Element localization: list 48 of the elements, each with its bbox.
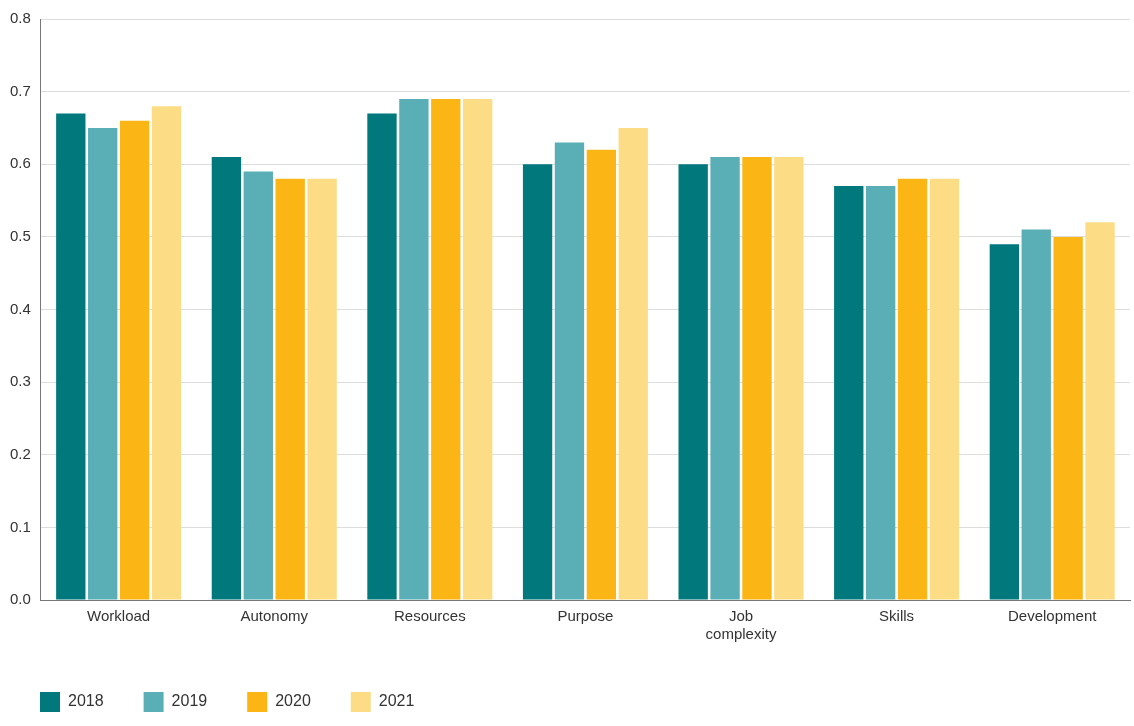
bar [1053,236,1083,600]
legend-label: 2019 [171,692,208,710]
bar [1085,222,1115,600]
y-tick-label: 0.1 [9,517,31,535]
bar [151,106,182,600]
bar [463,98,493,600]
bar [399,98,429,600]
y-tick-label: 0.0 [9,590,31,608]
bar [618,127,648,600]
y-tick-label: 0.2 [9,444,31,462]
x-tick-label: Development [1008,607,1098,625]
y-tick-label: 0.5 [9,227,31,245]
bar [119,120,150,600]
x-tick-label: Job complexity [705,607,777,643]
bar [897,178,928,600]
y-tick-label: 0.4 [9,299,31,317]
bar [243,171,273,600]
bar [1021,229,1051,600]
bar [710,156,740,600]
bar [989,244,1020,600]
bar [678,164,708,600]
bar [431,98,461,600]
bar [522,164,553,600]
x-tick-label: Workload [87,607,151,625]
legend-label: 2021 [378,692,415,710]
bar [774,156,804,600]
x-tick-label: Autonomy [240,607,309,625]
bar [586,149,617,600]
bar [554,142,585,600]
legend-label: 2020 [275,692,311,710]
bar [367,113,397,600]
bar [865,186,896,600]
y-tick-label: 0.7 [9,81,31,99]
y-tick-label: 0.8 [9,9,31,27]
bar [834,186,864,600]
x-tick-label: Resources [393,607,466,625]
bar [88,127,118,600]
x-tick-label: Skills [879,607,915,625]
x-tick-label: Purpose [557,607,614,625]
legend-label: 2018 [68,692,104,710]
bar [929,178,960,600]
bar [275,178,305,600]
y-tick-label: 0.6 [9,154,31,172]
bar [742,156,772,600]
bar [56,113,86,600]
bar [307,178,337,600]
y-tick-label: 0.3 [9,372,31,390]
bar [211,156,242,600]
